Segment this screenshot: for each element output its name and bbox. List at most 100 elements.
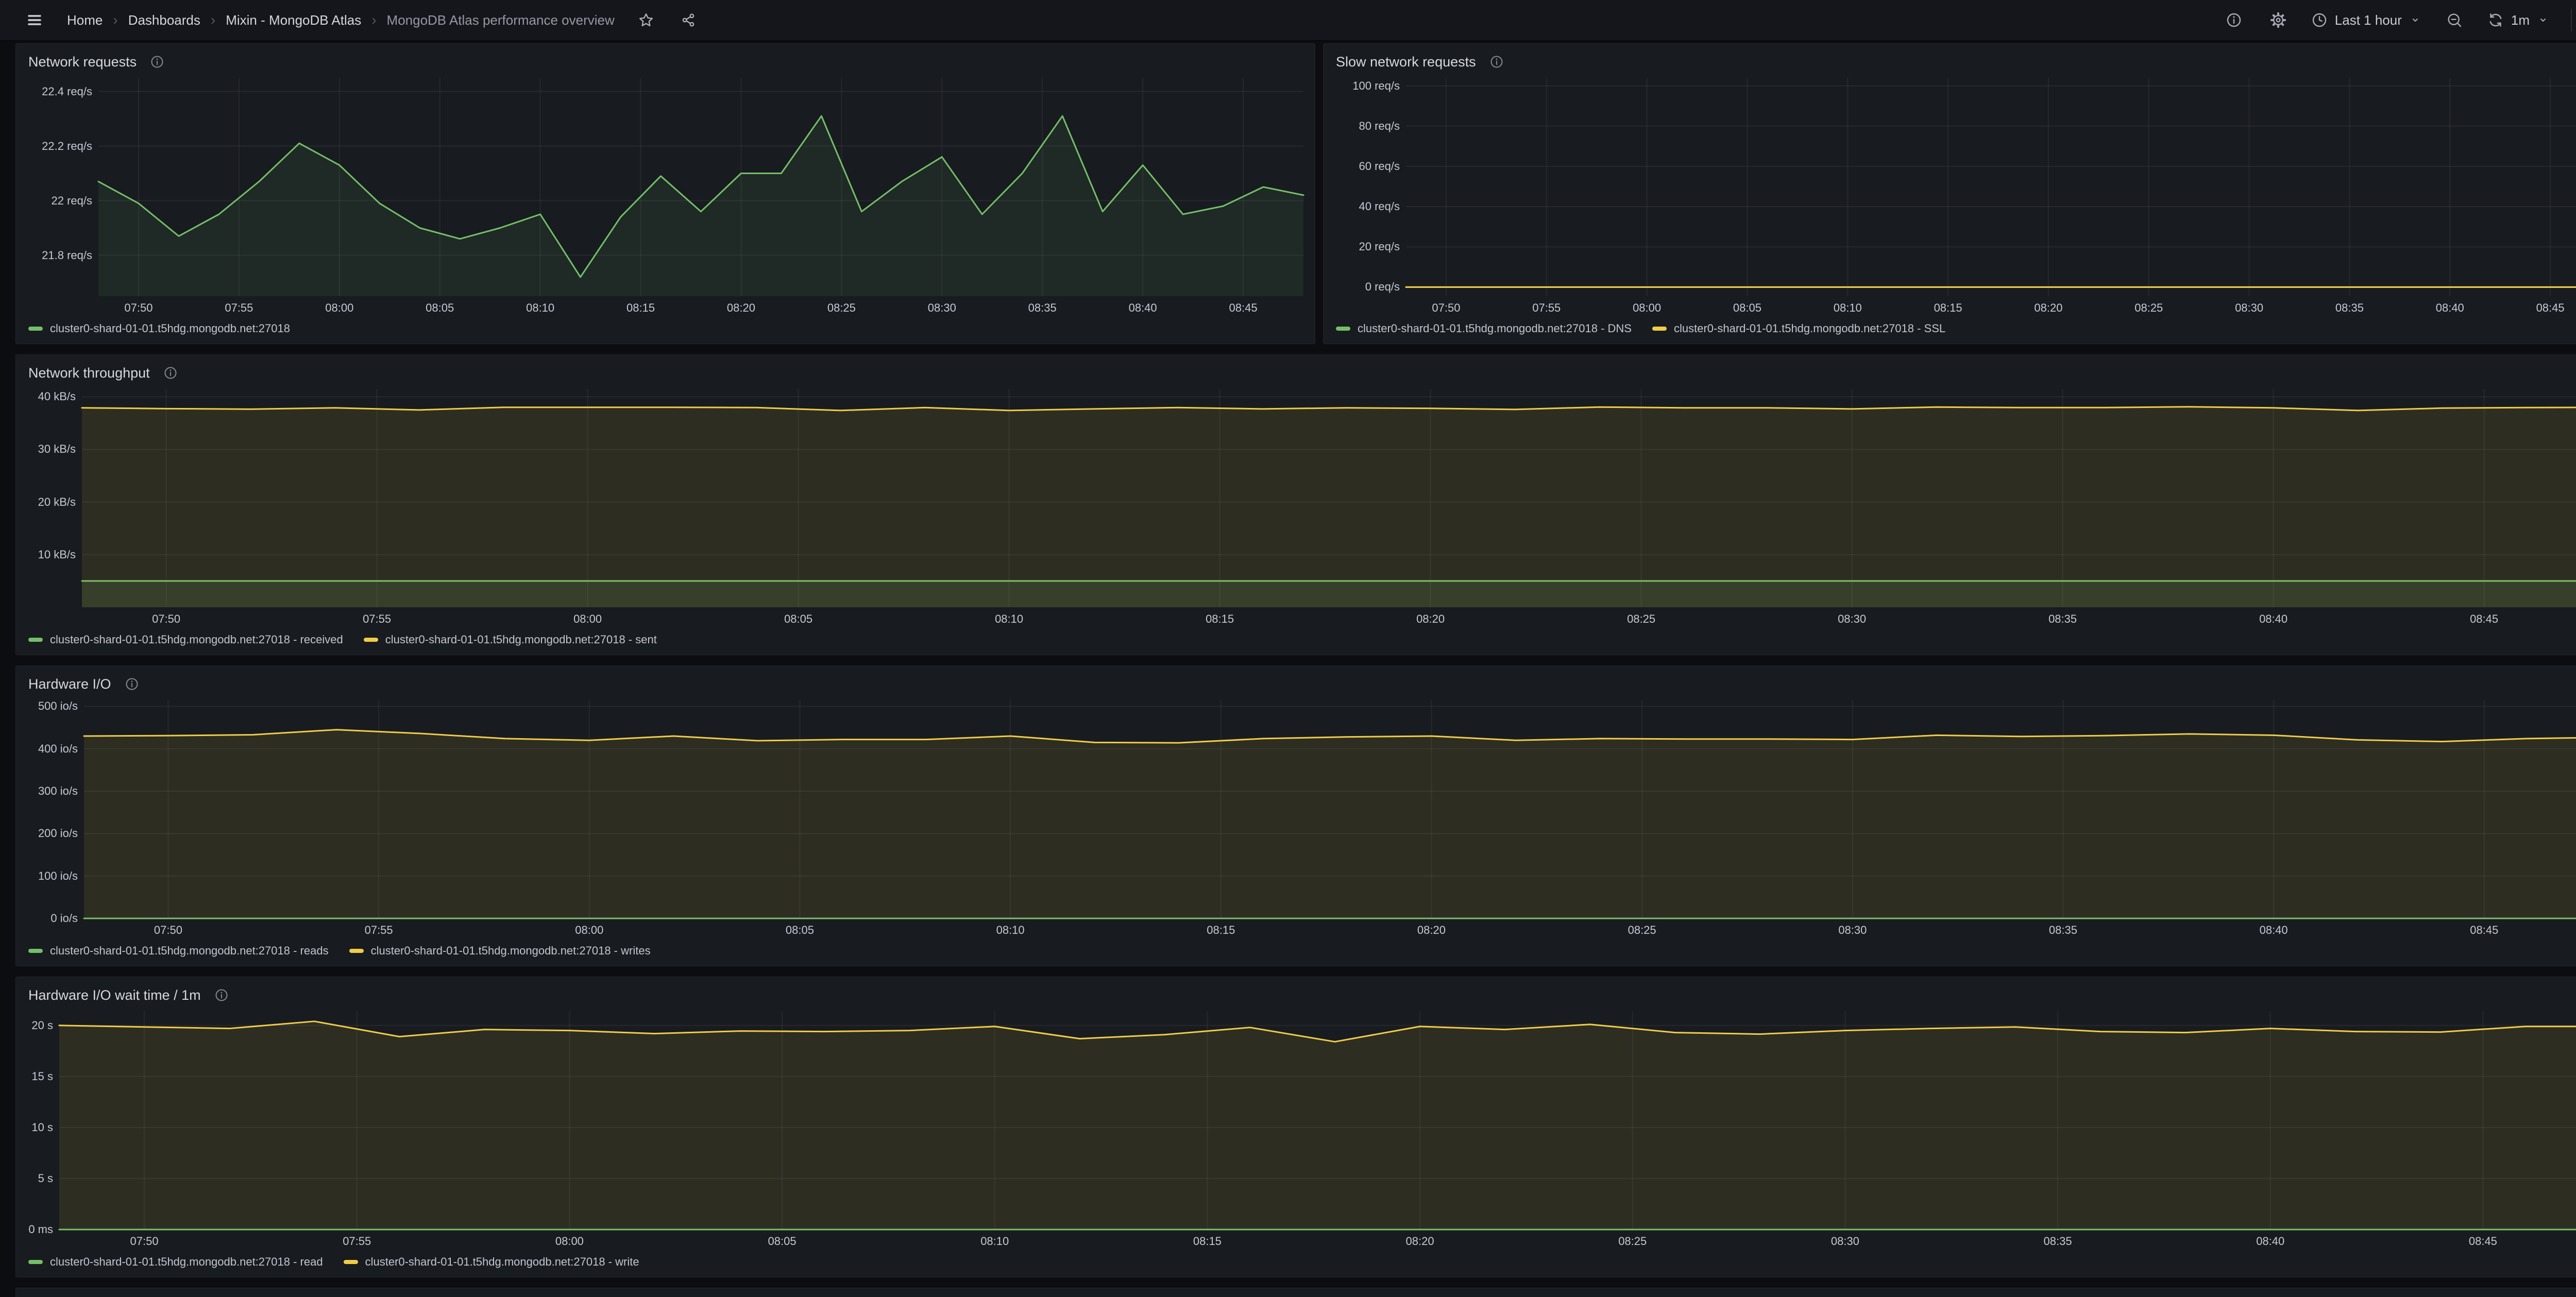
dashboard-info-button[interactable]	[2223, 9, 2245, 31]
panel-header[interactable]: Network throughput	[16, 355, 2576, 384]
x-axis-tick-label: 07:50	[130, 1235, 159, 1248]
legend: cluster0-shard-01-01.t5hdg.mongodb.net:2…	[16, 1251, 2576, 1277]
y-axis-tick-label: 100 req/s	[1352, 79, 1400, 92]
y-axis-tick-label: 22.4 req/s	[42, 84, 92, 98]
legend: cluster0-shard-01-01.t5hdg.mongodb.net:2…	[16, 629, 2576, 655]
x-axis-tick-label: 07:55	[364, 924, 393, 936]
info-circle-icon	[2227, 13, 2241, 27]
legend-item[interactable]: cluster0-shard-01-01.t5hdg.mongodb.net:2…	[28, 633, 343, 646]
panel-header[interactable]: Network requests	[16, 44, 1315, 73]
legend-item[interactable]: cluster0-shard-01-01.t5hdg.mongodb.net:2…	[28, 944, 329, 958]
x-axis-tick-label: 07:55	[1532, 301, 1561, 314]
x-axis-tick-label: 08:05	[785, 924, 814, 936]
x-axis-tick-label: 08:00	[573, 612, 602, 625]
time-range-picker[interactable]: Last 1 hour	[2311, 12, 2421, 28]
y-axis-tick-label: 300 io/s	[38, 784, 78, 797]
panel-header[interactable]: Hardware I/O	[16, 666, 2576, 695]
panel-info-icon[interactable]	[163, 366, 178, 380]
legend-swatch	[28, 949, 43, 953]
x-axis-tick-label: 08:45	[2468, 1235, 2497, 1248]
x-axis-tick-label: 07:50	[154, 924, 182, 936]
panel-info-icon[interactable]	[214, 988, 229, 1002]
y-axis-tick-label: 100 io/s	[38, 869, 78, 882]
share-button[interactable]	[677, 9, 699, 31]
x-axis: 07:50 07:55 08:00 08:05 08:10 08:15 08:20 08:25…	[84, 918, 2576, 940]
chart-canvas[interactable]	[1406, 78, 2576, 296]
breadcrumb-folder[interactable]: Mixin - MongoDB Atlas	[226, 12, 362, 28]
x-axis-tick-label: 08:40	[2259, 924, 2288, 936]
legend: cluster0-shard-01-01.t5hdg.mongodb.net:2…	[16, 318, 1315, 344]
x-axis-tick-label: 08:40	[2259, 612, 2288, 625]
y-axis-tick-label: 20 kB/s	[38, 495, 76, 508]
x-axis-tick-label: 07:55	[343, 1235, 371, 1248]
x-axis-tick-label: 08:20	[1405, 1235, 1434, 1248]
legend-swatch	[28, 1260, 43, 1264]
menu-toggle-button[interactable]	[23, 8, 46, 32]
legend-item[interactable]: cluster0-shard-01-01.t5hdg.mongodb.net:2…	[1336, 322, 1632, 335]
panel-network-requests: Network requests 21.8 req/s 22 req/s 22.2 …	[15, 43, 1315, 344]
gear-icon	[2270, 12, 2286, 28]
next-panel-partial	[15, 1288, 2576, 1297]
x-axis-tick-label: 08:00	[555, 1235, 584, 1248]
y-axis-tick-label: 200 io/s	[38, 827, 78, 840]
x-axis-tick-label: 08:25	[1627, 612, 1656, 625]
panel-header[interactable]: Slow network requests	[1324, 44, 2576, 73]
y-axis-tick-label: 40 req/s	[1359, 200, 1400, 213]
chevron-down-icon	[2540, 19, 2546, 22]
x-axis-tick-label: 08:05	[768, 1235, 796, 1248]
breadcrumb-home[interactable]: Home	[67, 12, 103, 28]
favorite-star-button[interactable]	[635, 9, 657, 31]
chart-canvas[interactable]	[59, 1011, 2576, 1230]
x-axis-tick-label: 08:00	[325, 301, 354, 314]
legend-item[interactable]: cluster0-shard-01-01.t5hdg.mongodb.net:2…	[349, 944, 651, 958]
zoom-out-time-button[interactable]	[2443, 9, 2466, 31]
legend-label: cluster0-shard-01-01.t5hdg.mongodb.net:2…	[1358, 322, 1632, 335]
panel-header[interactable]: Hardware I/O wait time / 1m	[16, 977, 2576, 1006]
chevron-right-icon: ›	[113, 12, 118, 28]
legend-label: cluster0-shard-01-01.t5hdg.mongodb.net:2…	[50, 1255, 323, 1268]
panel-info-icon[interactable]	[1489, 55, 1504, 69]
x-axis-tick-label: 08:35	[1028, 301, 1057, 314]
y-axis-tick-label: 400 io/s	[38, 742, 78, 755]
chart-canvas[interactable]	[98, 78, 1303, 296]
panel-slow-network-requests: Slow network requests 0 req/s 20 req/s 40 …	[1323, 43, 2576, 344]
y-axis-tick-label: 0 ms	[28, 1223, 53, 1236]
legend-label: cluster0-shard-01-01.t5hdg.mongodb.net:2…	[50, 633, 343, 646]
plot-area[interactable]: 0 io/s 100 io/s 200 io/s 300 io/s 400 io/s 50…	[16, 695, 2576, 940]
panel-title: Hardware I/O	[28, 676, 111, 692]
y-axis-tick-label: 21.8 req/s	[42, 248, 92, 262]
top-navbar: Home › Dashboards › Mixin - MongoDB Atla…	[0, 0, 2576, 41]
legend-swatch	[28, 638, 43, 642]
breadcrumb-dashboards[interactable]: Dashboards	[128, 12, 200, 28]
plot-area[interactable]: 10 kB/s 20 kB/s 30 kB/s 40 kB/s 07:50 07:55 0…	[16, 384, 2576, 629]
legend-item[interactable]: cluster0-shard-01-01.t5hdg.mongodb.net:2…	[363, 633, 657, 646]
plot-area[interactable]: 21.8 req/s 22 req/s 22.2 req/s 22.4 req/s 0…	[16, 73, 1315, 318]
legend-item[interactable]: cluster0-shard-01-01.t5hdg.mongodb.net:2…	[28, 322, 290, 335]
x-axis-tick-label: 08:35	[2048, 612, 2077, 625]
x-axis-tick-label: 08:10	[995, 612, 1024, 625]
y-axis-tick-label: 500 io/s	[38, 699, 78, 713]
plot-area[interactable]: 0 req/s 20 req/s 40 req/s 60 req/s 80 req/s 1…	[1324, 73, 2576, 318]
x-axis-tick-label: 08:20	[1417, 924, 1446, 936]
panel-info-icon[interactable]	[125, 677, 139, 691]
refresh-controls[interactable]: 1m	[2487, 12, 2549, 28]
legend-label: cluster0-shard-01-01.t5hdg.mongodb.net:2…	[365, 1255, 639, 1268]
legend-item[interactable]: cluster0-shard-01-01.t5hdg.mongodb.net:2…	[28, 1255, 323, 1269]
y-axis: 0 ms 5 s 10 s 15 s 20 s	[16, 1011, 59, 1236]
chart-canvas[interactable]	[84, 700, 2576, 918]
panel-title: Hardware I/O wait time / 1m	[28, 987, 201, 1003]
chevron-down-icon	[2412, 19, 2418, 22]
dashboard-settings-button[interactable]	[2267, 9, 2290, 31]
y-axis-tick-label: 40 kB/s	[38, 390, 76, 403]
y-axis-tick-label: 10 s	[31, 1120, 53, 1134]
plot-area[interactable]: 0 ms 5 s 10 s 15 s 20 s 07:50 07:55 08:00 08:05…	[16, 1006, 2576, 1251]
legend-item[interactable]: cluster0-shard-01-01.t5hdg.mongodb.net:2…	[343, 1255, 639, 1269]
y-axis: 10 kB/s 20 kB/s 30 kB/s 40 kB/s	[16, 389, 82, 607]
panel-title: Network requests	[28, 54, 137, 70]
x-axis: 07:50 07:55 08:00 08:05 08:10 08:15 08:20 08:25…	[98, 296, 1303, 318]
panel-info-icon[interactable]	[150, 55, 164, 69]
x-axis-tick-label: 08:20	[726, 301, 755, 314]
zoom-out-icon	[2448, 13, 2462, 27]
legend-item[interactable]: cluster0-shard-01-01.t5hdg.mongodb.net:2…	[1652, 322, 1945, 335]
chart-canvas[interactable]	[82, 389, 2576, 607]
